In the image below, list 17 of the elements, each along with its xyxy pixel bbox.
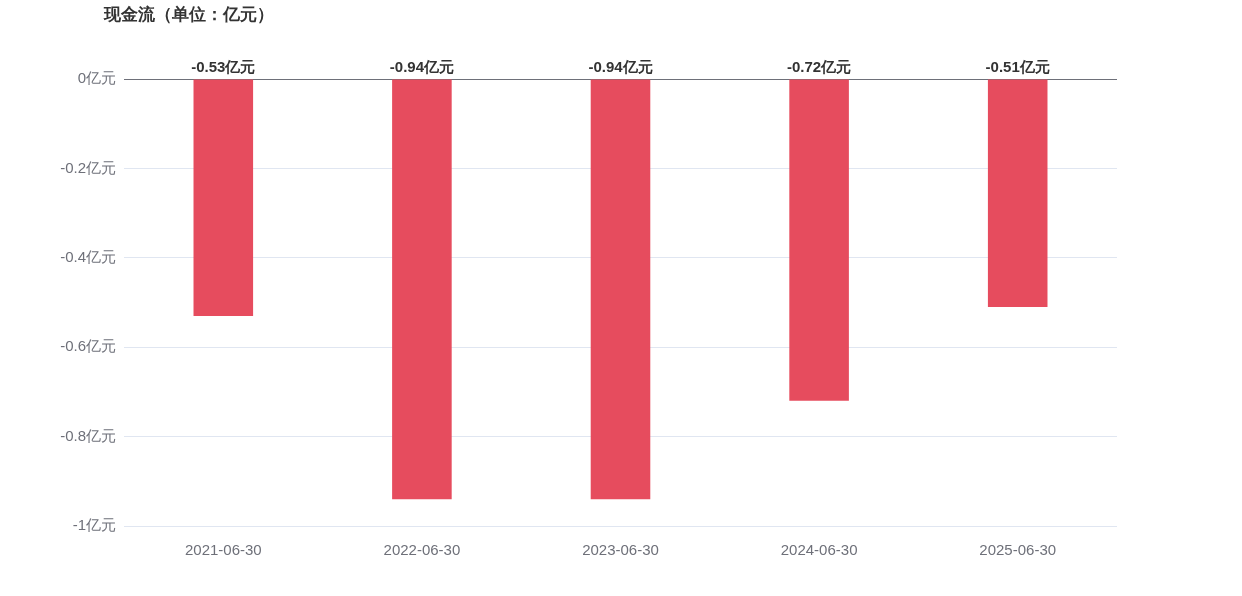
chart-title: 现金流（单位：亿元） xyxy=(104,4,274,26)
data-label: -0.94亿元 xyxy=(389,58,454,76)
y-tick-label: -0.2亿元 xyxy=(60,158,116,176)
x-tick-label: 2025-06-30 xyxy=(979,541,1057,559)
data-label: -0.94亿元 xyxy=(588,58,653,76)
y-tick-label: -0.4亿元 xyxy=(60,247,116,265)
x-tick-label: 2024-06-30 xyxy=(780,541,858,559)
x-tick-label: 2022-06-30 xyxy=(383,541,461,559)
y-tick-label: -0.8亿元 xyxy=(60,426,116,444)
x-tick-label: 2023-06-30 xyxy=(582,541,659,559)
x-tick-label: 2021-06-30 xyxy=(184,541,262,559)
data-label: -0.51亿元 xyxy=(985,58,1050,76)
data-label: -0.72亿元 xyxy=(787,58,852,76)
y-tick-label: 0亿元 xyxy=(77,69,116,87)
data-label: -0.53亿元 xyxy=(191,58,256,76)
y-tick-label: -0.6亿元 xyxy=(60,337,116,355)
y-tick-label: -1亿元 xyxy=(72,516,116,534)
